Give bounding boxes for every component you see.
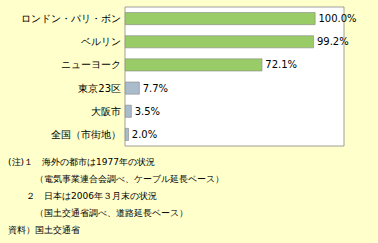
svg-text:100.0%: 100.0% bbox=[318, 13, 356, 24]
svg-text:7.7%: 7.7% bbox=[143, 83, 168, 94]
svg-text:２ 日本は2006年３月末の状況: ２ 日本は2006年３月末の状況 bbox=[8, 191, 157, 201]
svg-text:（電気事業連合会調べ、ケーブル延長ベース）: （電気事業連合会調べ、ケーブル延長ベース） bbox=[8, 174, 224, 184]
svg-text:（国土交通省調べ、道路延長ベース）: （国土交通省調べ、道路延長ベース） bbox=[8, 208, 188, 218]
svg-text:ニューヨーク: ニューヨーク bbox=[61, 59, 121, 70]
svg-text:(注)１ 海外の都市は1977年の状況: (注)１ 海外の都市は1977年の状況 bbox=[8, 157, 155, 167]
svg-text:大阪市: 大阪市 bbox=[91, 106, 121, 117]
svg-text:ロンドン・パリ・ボン: ロンドン・パリ・ボン bbox=[21, 13, 121, 24]
svg-text:資料）国土交通省: 資料）国土交通省 bbox=[8, 225, 80, 235]
svg-text:3.5%: 3.5% bbox=[135, 106, 160, 117]
svg-text:全国（市街地）: 全国（市街地） bbox=[51, 129, 121, 140]
svg-text:東京23区: 東京23区 bbox=[78, 83, 121, 94]
svg-text:ベルリン: ベルリン bbox=[81, 36, 121, 47]
svg-text:72.1%: 72.1% bbox=[265, 59, 297, 70]
svg-text:2.0%: 2.0% bbox=[132, 129, 157, 140]
svg-text:99.2%: 99.2% bbox=[317, 36, 349, 47]
